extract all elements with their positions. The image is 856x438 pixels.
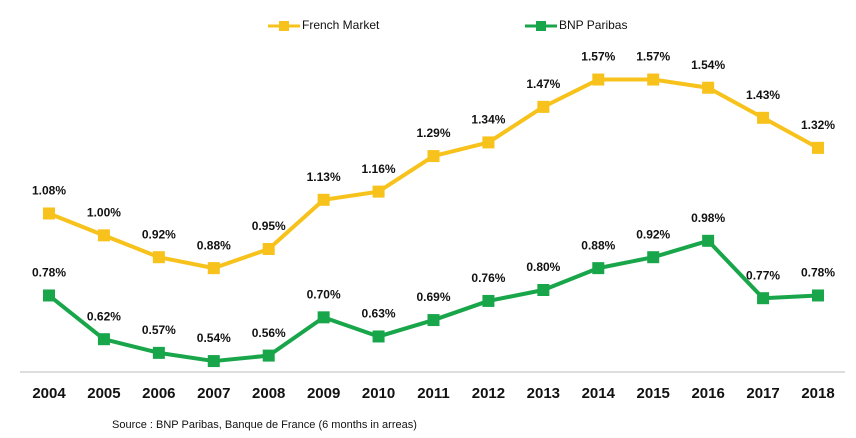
point-marker [812,141,824,154]
data-label: 0.69% [416,290,450,304]
data-label: 1.08% [32,184,66,198]
data-label: 0.80% [526,260,560,274]
legend-label: French Market [302,18,380,32]
x-tick-label: 2016 [691,385,724,402]
data-label: 1.43% [746,88,780,102]
data-label: 1.32% [801,118,835,132]
data-label: 0.57% [142,323,176,337]
data-label: 0.98% [691,211,725,225]
point-marker [372,185,385,198]
point-marker [262,349,275,362]
data-label: 0.56% [252,326,286,340]
point-marker [647,73,660,86]
point-marker [372,330,385,343]
point-marker [43,289,55,302]
data-label: 1.16% [362,162,396,176]
data-label: 1.57% [636,50,670,64]
x-tick-label: 2018 [801,385,834,402]
x-tick-label: 2015 [637,385,670,402]
data-label: 0.92% [142,227,176,241]
point-marker [317,311,330,324]
point-marker [97,229,110,242]
x-tick-label: 2007 [197,385,230,402]
data-label: 0.77% [746,268,780,282]
point-marker [152,251,165,264]
point-marker [43,207,55,220]
x-tick-label: 2009 [307,385,340,402]
point-marker [537,284,550,296]
data-label: 0.76% [471,271,505,285]
point-marker [97,333,110,346]
data-label: 0.88% [197,238,231,252]
point-marker [152,346,165,359]
legend-marker [279,21,289,31]
point-marker [262,243,275,255]
point-marker [317,193,330,206]
data-label: 0.78% [801,266,835,280]
legend-marker [536,21,546,31]
point-marker [427,314,440,327]
x-tick-label: 2012 [472,385,505,402]
point-marker [647,251,660,264]
data-label: 0.54% [197,331,231,345]
point-marker [757,111,770,124]
point-marker [427,150,440,163]
x-tick-label: 2013 [527,385,560,402]
data-label: 0.92% [636,227,670,241]
point-marker [757,292,770,305]
data-label: 1.13% [307,170,341,184]
x-tick-label: 2008 [252,385,285,402]
data-label: 1.57% [581,50,615,64]
data-label: 0.63% [362,307,396,321]
point-marker [592,73,605,86]
point-marker [537,100,550,113]
data-label: 1.47% [526,77,560,91]
x-tick-label: 2010 [362,385,395,402]
point-marker [207,262,220,275]
data-label: 1.34% [471,113,505,127]
data-label: 1.00% [87,206,121,220]
point-marker [482,136,495,149]
x-tick-label: 2017 [746,385,779,402]
x-tick-label: 2006 [142,385,175,402]
data-label: 0.88% [581,238,615,252]
data-label: 0.78% [32,266,66,280]
source-note: Source : BNP Paribas, Banque de France (… [112,419,417,431]
x-tick-label: 2004 [32,385,66,402]
point-marker [702,234,715,247]
data-label: 0.62% [87,309,121,323]
x-tick-label: 2011 [417,385,450,402]
x-tick-label: 2005 [87,385,120,402]
legend-label: BNP Paribas [559,18,627,32]
point-marker [207,355,220,368]
point-marker [812,289,824,302]
point-marker [592,262,605,275]
x-tick-label: 2014 [582,385,616,402]
point-marker [482,294,495,307]
data-label: 1.54% [691,58,725,72]
data-label: 1.29% [416,126,450,140]
data-label: 0.70% [307,288,341,302]
data-label: 0.95% [252,219,286,233]
point-marker [702,81,715,94]
